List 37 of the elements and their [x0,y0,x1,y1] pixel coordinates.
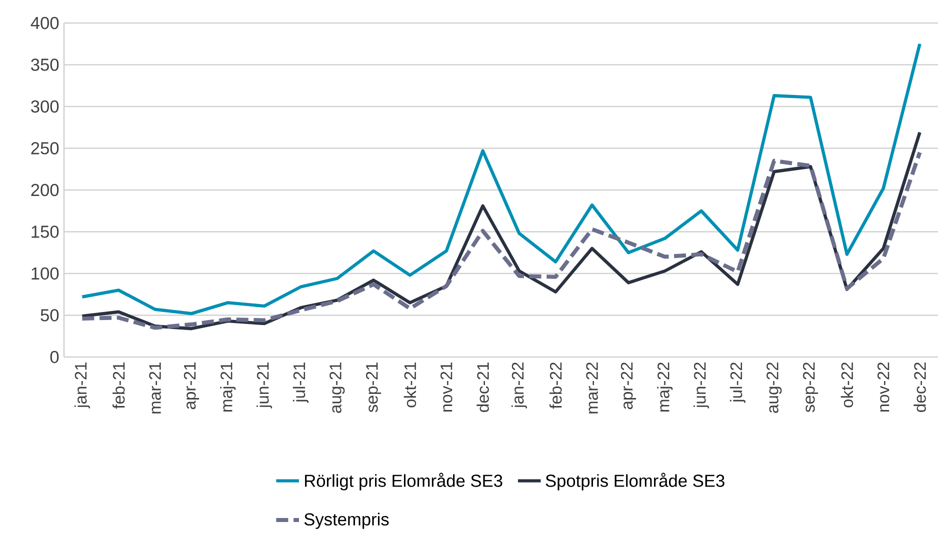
y-tick-label: 300 [31,100,59,113]
x-tick-label: jun-22 [694,362,710,408]
x-tick-label: mar-22 [586,362,598,414]
x-tick-label: nov-22 [877,362,890,412]
line-series [80,42,922,316]
legend-label: Rörligt pris Elområde SE3 [305,472,502,490]
x-tick-label: feb-21 [112,362,125,409]
x-tick-label: maj-21 [220,362,236,412]
y-tick-label: 400 [30,16,59,30]
x-tick-label: jul-22 [730,362,746,403]
x-tick-label: maj-22 [657,362,673,412]
x-tick-label: sep-21 [366,362,382,412]
y-tick-label: 0 [50,350,59,364]
x-tick-label: okt-22 [840,362,854,408]
x-tick-label: feb-22 [550,362,562,409]
x-tick-label: nov-21 [440,362,452,412]
x-tick-label: okt-21 [404,362,416,408]
y-tick-label: 250 [31,142,59,154]
x-tick-label: apr-21 [184,362,200,410]
x-tick-label: sep-22 [803,362,818,412]
x-tick-label: aug-22 [766,362,782,413]
x-tick-label: jan-22 [511,362,527,408]
x-tick-label: jul-21 [292,362,308,403]
x-tick-label: dec-21 [476,362,489,412]
x-tick-label: jun-21 [256,362,272,408]
legend-label: Systempris [304,512,389,529]
y-tick-label: 100 [32,267,59,280]
y-tick-label: 350 [31,58,59,71]
y-tick-label: 50 [40,309,59,322]
legend-label: Spotpris Elområde SE3 [546,472,724,490]
x-tick-label: aug-21 [330,362,345,413]
y-tick-label: 200 [31,184,59,196]
x-tick-label: jan-21 [74,362,90,408]
x-tick-label: apr-22 [620,362,636,410]
x-tick-label: mar-21 [149,362,161,414]
x-tick-label: dec-22 [914,362,926,412]
y-tick-label: 150 [32,226,59,238]
